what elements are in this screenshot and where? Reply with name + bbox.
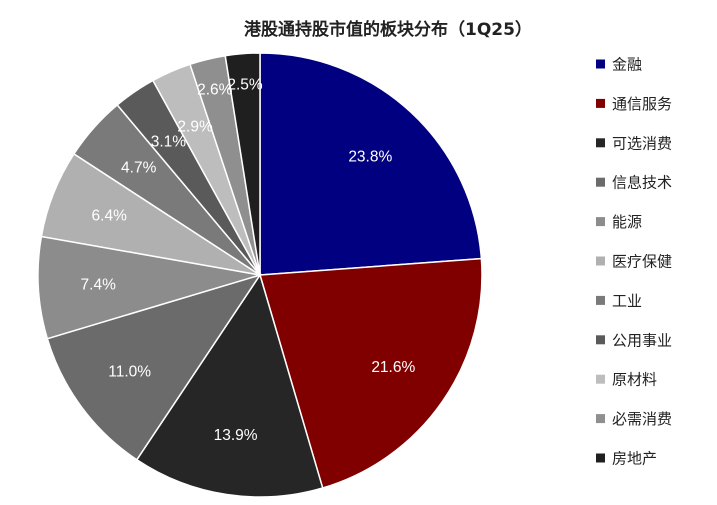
pie-slice-4	[46, 273, 262, 461]
legend-label: 信息技术	[612, 174, 672, 192]
legend-item: 原材料	[596, 371, 657, 389]
legend-swatch	[596, 335, 605, 345]
legend-item: 能源	[596, 213, 642, 231]
pie-data-label: 2.9%	[177, 119, 213, 136]
legend-item: 可选消费	[596, 134, 672, 152]
legend-label: 必需消费	[612, 410, 672, 428]
legend-item: 公用事业	[596, 331, 672, 349]
legend-swatch	[596, 177, 605, 187]
legend-item: 金融	[596, 56, 642, 74]
pie-data-label: 21.6%	[371, 359, 415, 376]
legend-label: 能源	[612, 213, 642, 231]
pie-slice-11	[224, 52, 261, 276]
pie-slice-2	[259, 257, 483, 489]
legend-swatch	[596, 414, 605, 424]
legend-item: 工业	[596, 292, 642, 310]
pie-data-label: 2.5%	[227, 77, 263, 94]
legend-label: 医疗保健	[612, 253, 672, 271]
legend-item: 必需消费	[596, 410, 672, 428]
legend-label: 通信服务	[612, 95, 672, 113]
pie-data-label: 7.4%	[81, 276, 117, 293]
pie-data-label: 13.9%	[214, 427, 258, 444]
chart-title: 港股通持股市值的板块分布（1Q25）	[244, 19, 532, 40]
pie-slice-1	[259, 52, 483, 276]
legend-swatch	[596, 98, 605, 108]
pie-slices	[37, 52, 483, 498]
pie-slice-5	[37, 235, 261, 340]
legend-swatch	[596, 217, 605, 227]
legend-item: 通信服务	[596, 95, 672, 113]
legend-swatch	[596, 138, 605, 148]
legend-item: 信息技术	[596, 174, 672, 192]
pie-data-label: 3.1%	[151, 133, 187, 150]
pie-data-label: 11.0%	[108, 363, 151, 380]
legend-item: 房地产	[596, 450, 657, 468]
pie-data-label: 23.8%	[348, 148, 392, 165]
legend-item: 医疗保健	[596, 253, 672, 271]
legend-label: 原材料	[612, 371, 657, 389]
pie-data-labels: 23.8% 21.6% 13.9% 11.0% 7.4% 6.4% 4.7% 3.1%2.9%…	[81, 77, 416, 445]
legend-swatch	[596, 295, 605, 305]
legend-swatch	[596, 59, 605, 69]
pie-data-label: 2.6%	[197, 82, 233, 99]
legend-swatch	[596, 453, 605, 463]
legend-label: 工业	[612, 292, 642, 310]
legend-label: 可选消费	[612, 134, 672, 152]
legend-label: 金融	[612, 56, 642, 74]
pie-data-label: 4.7%	[121, 160, 157, 177]
legend-swatch	[596, 374, 605, 384]
legend-swatch	[596, 256, 605, 266]
pie-slice-3	[135, 273, 324, 498]
legend-label: 公用事业	[612, 331, 672, 349]
legend-label: 房地产	[612, 450, 657, 468]
pie-data-label: 6.4%	[92, 208, 128, 225]
